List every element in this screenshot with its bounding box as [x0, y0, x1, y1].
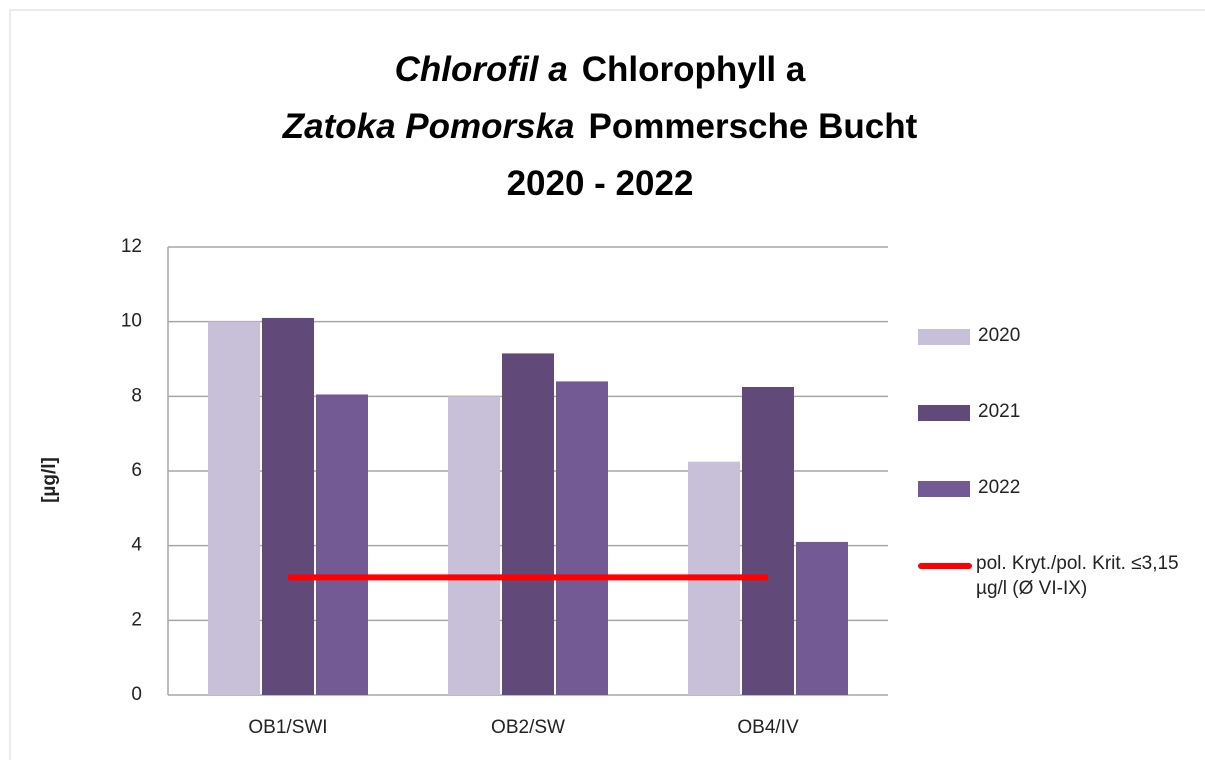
y-axis-label: [µg/l]	[39, 457, 60, 503]
legend-label: 2022	[978, 477, 1021, 498]
bar	[316, 394, 368, 695]
title-part: Pommersche Bucht	[589, 107, 918, 146]
chart-frame	[9, 9, 1205, 760]
title-part: 2020 - 2022	[507, 164, 694, 203]
y-tick-label: 10	[121, 311, 142, 332]
y-tick-label: 4	[131, 535, 142, 556]
legend-label: pol. Kryt./pol. Krit. ≤3,15 µg/l (Ø VI-I…	[976, 553, 1179, 599]
legend-item: 2021	[918, 401, 1198, 477]
legend-item: pol. Kryt./pol. Krit. ≤3,15 µg/l (Ø VI-I…	[918, 553, 1198, 629]
x-tick-label: OB1/SWI	[248, 717, 327, 738]
chart-title: Zatoka Pomorska Pommersche Bucht	[282, 107, 918, 146]
y-tick-label: 6	[131, 460, 142, 481]
legend-item: 2020	[918, 325, 1198, 401]
chart-title: Chlorofil a Chlorophyll a	[395, 50, 806, 89]
legend-swatch	[918, 329, 970, 345]
legend-item: 2022	[918, 477, 1198, 553]
bar	[208, 321, 260, 695]
legend-swatch	[918, 405, 970, 421]
title-part: Chlorophyll a	[582, 50, 806, 89]
y-tick-label: 8	[131, 385, 142, 406]
y-tick-label: 2	[131, 609, 142, 630]
bar	[262, 317, 314, 695]
bar	[502, 353, 554, 695]
title-part: Zatoka Pomorska	[282, 107, 575, 146]
legend-swatch	[918, 481, 970, 497]
bar	[556, 381, 608, 695]
y-tick-label: 12	[121, 236, 142, 257]
legend-swatch	[918, 563, 972, 569]
bar	[448, 396, 500, 695]
legend-label: 2021	[978, 401, 1021, 422]
legend-label: 2020	[978, 325, 1021, 346]
x-tick-label: OB4/IV	[737, 717, 799, 738]
chart-title: 2020 - 2022	[507, 164, 694, 203]
x-tick-label: OB2/SW	[491, 717, 565, 738]
bar	[796, 541, 848, 695]
legend: 2020 2021 2022 pol. Kryt./pol. Krit. ≤3,15 …	[918, 325, 1198, 629]
title-part: Chlorofil a	[395, 50, 568, 89]
bar	[742, 387, 794, 695]
y-tick-label: 0	[131, 684, 142, 705]
